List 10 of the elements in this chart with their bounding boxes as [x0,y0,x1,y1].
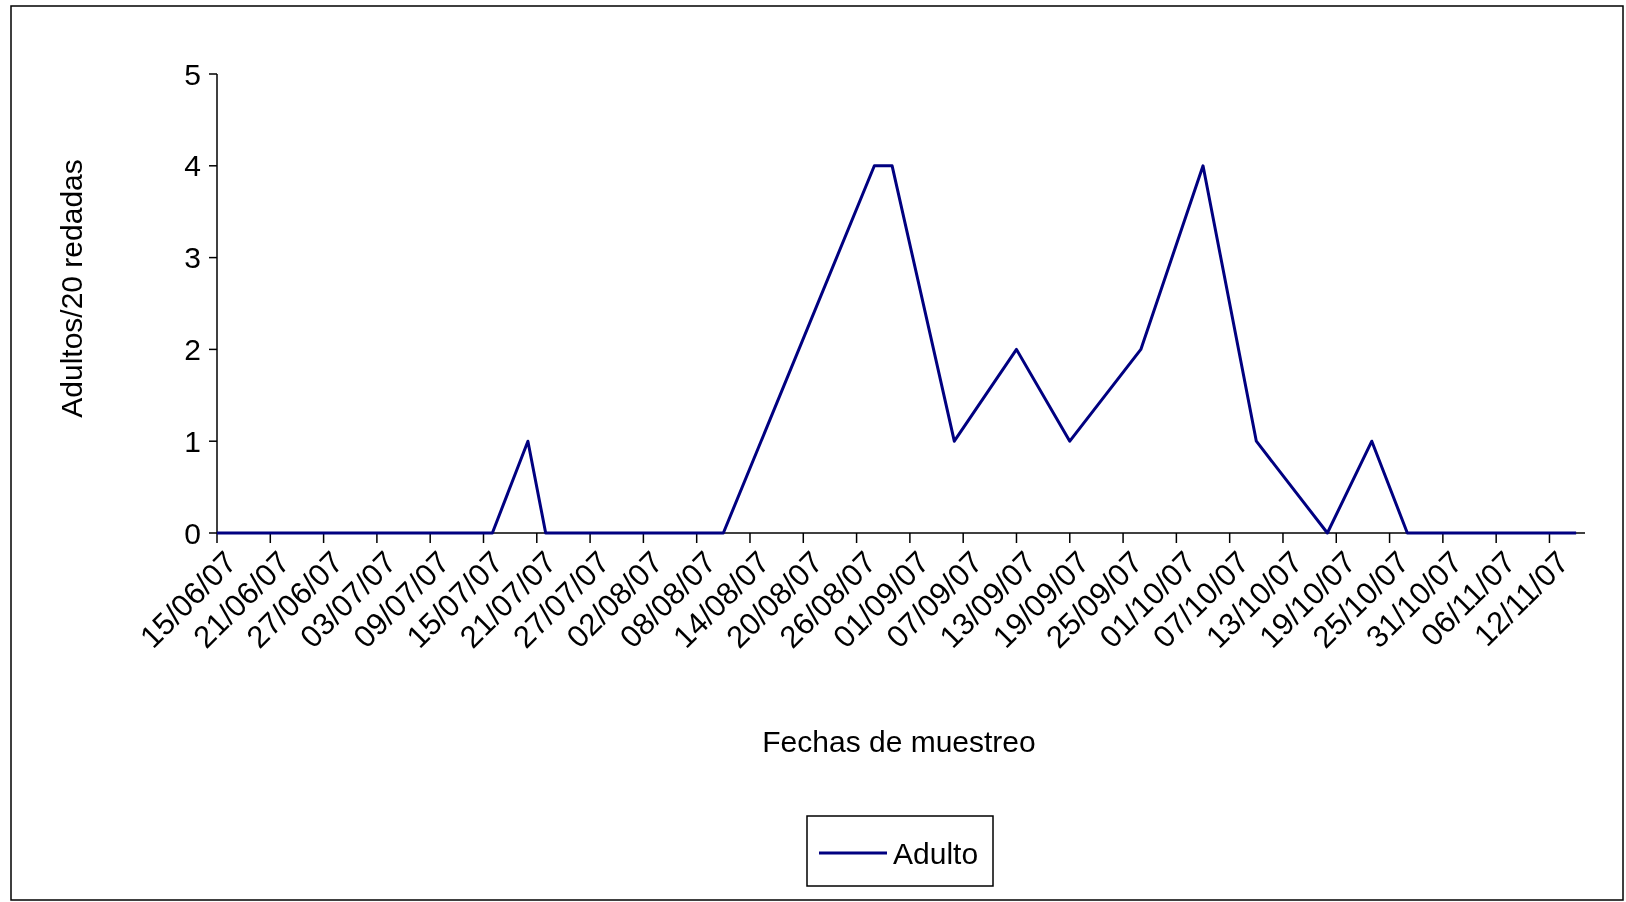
y-tick-label: 1 [184,424,201,458]
y-axis-title: Adultos/20 redadas [55,159,88,418]
y-tick-label: 0 [184,516,201,550]
x-axis-title: Fechas de muestreo [762,725,1036,758]
y-tick-label: 5 [184,57,201,91]
legend-label: Adulto [893,836,979,870]
line-series [215,164,1578,535]
y-tick-label: 2 [184,332,201,366]
y-tick-label: 4 [184,149,201,183]
y-tick-label: 3 [184,241,201,275]
